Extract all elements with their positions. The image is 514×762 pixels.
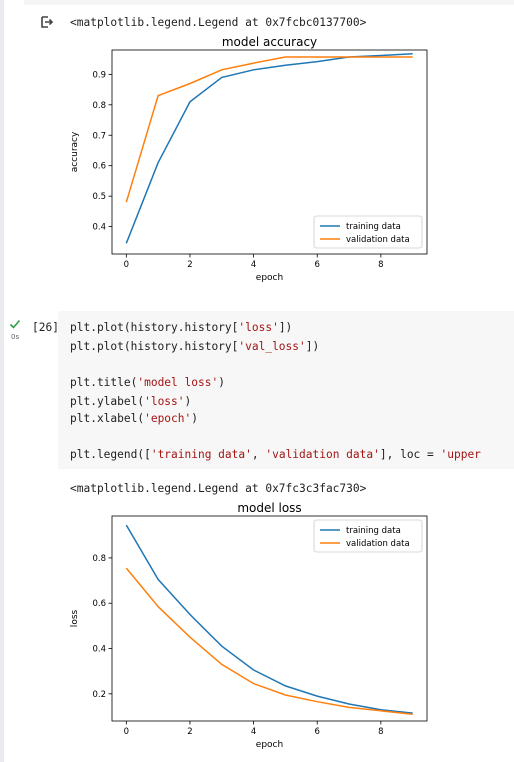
x-tick-label: 6 — [315, 727, 320, 737]
code-string: 'loss' — [238, 321, 279, 334]
x-tick-label: 2 — [187, 727, 192, 737]
loss-chart: model loss 0 2 4 6 8 0.2 0.4 0.6 0.8 epoch loss trai… — [70, 501, 428, 750]
output-legend-repr-2: <matplotlib.legend.Legend at 0x7fc3c3fac… — [70, 482, 367, 495]
code-text: plt.xlabel( — [70, 412, 145, 425]
run-success-check-icon — [9, 319, 21, 329]
code-text: plt.plot(history.history[ — [70, 340, 239, 353]
series-line-validation-data — [125, 567, 413, 715]
x-tick-label: 2 — [187, 260, 192, 270]
y-tick-label: 0.8 — [92, 554, 106, 564]
x-axis-label: epoch — [256, 740, 283, 750]
code-line: plt.title('model loss') — [70, 375, 225, 390]
code-string: 'val_loss' — [238, 340, 306, 353]
chart-title: model accuracy — [222, 35, 317, 49]
y-tick-label: 0.5 — [92, 192, 106, 202]
code-string: 'epoch' — [144, 412, 192, 425]
code-text: , — [251, 448, 266, 461]
code-string: 'loss' — [144, 395, 185, 408]
execution-time: 0s — [11, 333, 20, 341]
code-text: plt.plot(history.history[ — [70, 321, 239, 334]
accuracy-chart: model accuracy 0 2 4 6 8 0.4 0.5 0.6 0.7 0.8 0.9 epo… — [70, 35, 428, 283]
code-line: plt.plot(history.history['val_loss']) — [70, 339, 319, 354]
y-tick-label: 0.9 — [92, 70, 106, 80]
code-text: ]) — [278, 321, 293, 334]
x-tick-label: 4 — [251, 260, 256, 270]
x-tick-label: 8 — [378, 727, 383, 737]
y-tick-label: 0.4 — [92, 223, 106, 233]
code-text: ) — [191, 412, 198, 425]
series-line-validation-data — [125, 56, 413, 203]
code-cell[interactable] — [58, 311, 514, 469]
x-tick-label: 0 — [124, 260, 129, 270]
x-axis-label: epoch — [256, 273, 283, 283]
code-line: plt.ylabel('loss') — [70, 394, 191, 409]
output-legend-repr-1: <matplotlib.legend.Legend at 0x7fcbc0137… — [70, 16, 367, 29]
x-tick-label: 6 — [315, 260, 320, 270]
y-axis-label: accuracy — [70, 131, 80, 172]
y-tick-label: 0.6 — [92, 599, 106, 609]
output-redirect-icon[interactable] — [40, 15, 54, 29]
x-tick-label: 4 — [251, 727, 256, 737]
previous-cell-bottom — [24, 0, 514, 5]
code-text: ], loc = — [379, 448, 441, 461]
legend-entry: training data — [346, 222, 401, 232]
code-string: 'model loss' — [137, 376, 219, 389]
code-text: ) — [218, 376, 225, 389]
code-text: plt.ylabel( — [70, 395, 145, 408]
code-text: plt.title( — [70, 376, 138, 389]
legend-box — [313, 519, 423, 553]
code-line: plt.xlabel('epoch') — [70, 411, 198, 426]
y-tick-label: 0.4 — [92, 645, 106, 655]
code-string: 'validation data' — [265, 448, 380, 461]
legend-entry: training data — [346, 526, 401, 536]
cell-gutter — [0, 0, 4, 762]
chart-title: model loss — [237, 501, 301, 515]
code-string: 'upper — [440, 448, 481, 461]
legend-entry: validation data — [346, 235, 410, 245]
code-text: plt.legend([ — [70, 448, 151, 461]
y-tick-label: 0.7 — [92, 131, 106, 141]
code-text: ) — [184, 395, 192, 408]
code-line: plt.legend(['training data', 'validation… — [70, 447, 481, 462]
y-axis-label: loss — [70, 609, 80, 627]
x-tick-label: 0 — [124, 727, 129, 737]
x-tick-label: 8 — [378, 260, 383, 270]
series-line-training-data — [125, 524, 413, 714]
legend-box — [313, 215, 423, 249]
y-tick-label: 0.2 — [92, 690, 106, 700]
code-string: 'training data' — [150, 448, 252, 461]
y-tick-label: 0.8 — [92, 101, 106, 111]
code-line: plt.plot(history.history['loss']) — [70, 320, 292, 335]
execution-count: [26] — [32, 321, 59, 334]
code-text: ]) — [305, 340, 320, 353]
y-tick-label: 0.6 — [92, 162, 106, 172]
legend-entry: validation data — [346, 539, 410, 549]
